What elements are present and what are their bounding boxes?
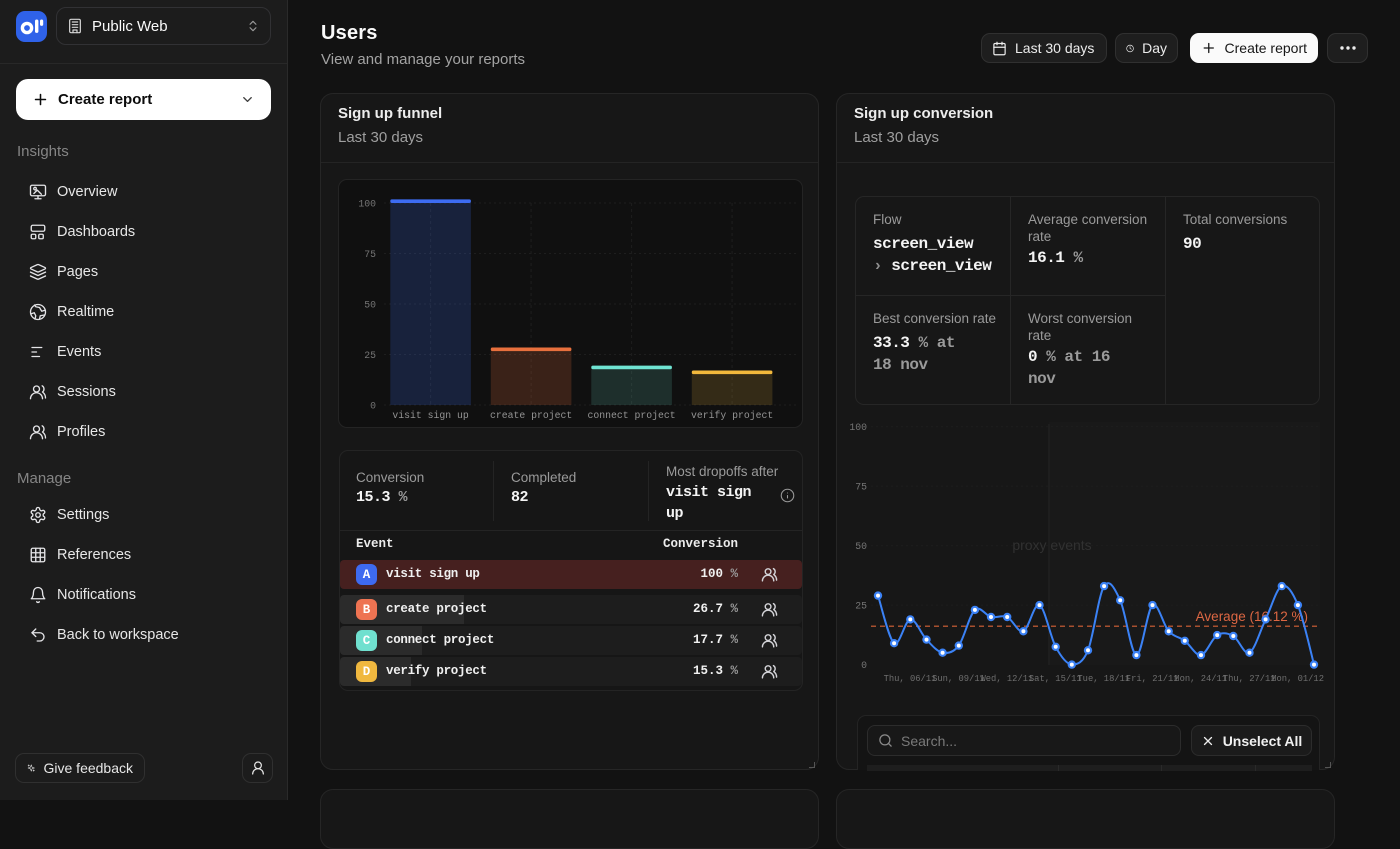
svg-text:75: 75 — [855, 482, 867, 493]
svg-text:Mon, 24/11: Mon, 24/11 — [1174, 674, 1227, 684]
svg-text:Mon, 01/12: Mon, 01/12 — [1271, 674, 1324, 684]
svg-text:verify project: verify project — [691, 410, 773, 421]
svg-text:connect project: connect project — [588, 410, 676, 421]
svg-text:Tue, 18/11: Tue, 18/11 — [1077, 674, 1130, 684]
svg-text:50: 50 — [855, 541, 867, 552]
svg-text:100: 100 — [849, 422, 867, 433]
svg-text:create project: create project — [490, 410, 572, 421]
svg-text:Thu, 06/11: Thu, 06/11 — [884, 674, 937, 684]
svg-text:Thu, 27/11: Thu, 27/11 — [1223, 674, 1276, 684]
svg-text:75: 75 — [364, 249, 376, 260]
svg-text:0: 0 — [370, 401, 376, 412]
svg-text:visit sign up: visit sign up — [392, 410, 469, 421]
svg-text:Sat, 15/11: Sat, 15/11 — [1029, 674, 1082, 684]
svg-text:50: 50 — [364, 300, 376, 311]
svg-text:0: 0 — [861, 660, 867, 671]
svg-text:Wed, 12/11: Wed, 12/11 — [981, 674, 1034, 684]
svg-text:proxy events: proxy events — [1012, 537, 1091, 553]
svg-text:Average (16.12 %): Average (16.12 %) — [1196, 609, 1308, 624]
svg-text:25: 25 — [855, 601, 867, 612]
svg-text:25: 25 — [364, 350, 376, 361]
svg-text:100: 100 — [358, 199, 376, 210]
svg-text:Sun, 09/11: Sun, 09/11 — [932, 674, 985, 684]
svg-text:Fri, 21/11: Fri, 21/11 — [1126, 674, 1179, 684]
